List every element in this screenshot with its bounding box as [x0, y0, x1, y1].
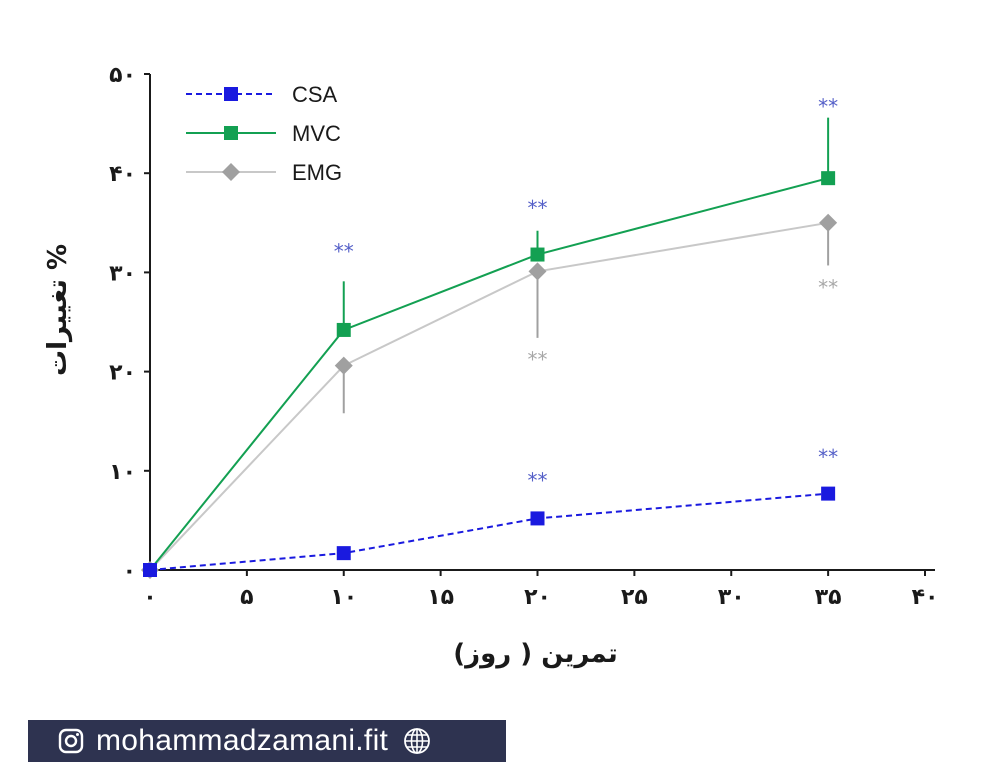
csa-significance-label: **: [528, 469, 548, 493]
mvc-point: [821, 171, 836, 186]
y-tick-label: ۴۰: [109, 162, 136, 187]
mvc-significance-label: **: [818, 95, 838, 119]
y-tick-label: ۲۰: [109, 361, 136, 386]
csa-line: [149, 492, 829, 571]
csa-point: [336, 546, 351, 561]
emg-point: [528, 262, 547, 281]
y-axis-title: % تغییرات: [43, 244, 73, 376]
y-tick-label: ۵۰: [109, 63, 136, 88]
x-tick-label: ۵: [240, 585, 253, 610]
line-chart: ۰ ۵ ۱۰ ۱۵ ۲۰ ۲۵ ۳۰ ۳۵ ۴۰ ۰ ۱۰ ۲۰ ۳۰ ۴۰ ۵۰ تمرین ( روز)%…: [43, 63, 938, 669]
chart-legend: CSA MVC EMG: [186, 82, 342, 185]
mvc-series: ** ** **: [143, 95, 838, 577]
globe-icon: [404, 728, 431, 754]
x-tick-label: ۱۰: [330, 585, 357, 610]
mvc-significance-label: **: [528, 196, 548, 220]
csa-series: ** **: [143, 445, 838, 577]
legend-marker-csa: [224, 87, 238, 101]
emg-series: ** **: [141, 213, 838, 579]
x-tick-label: ۴۰: [912, 585, 939, 610]
legend-label-emg: EMG: [292, 160, 342, 185]
emg-line: [149, 221, 829, 571]
mvc-line: [149, 177, 829, 571]
legend-label-mvc: MVC: [292, 121, 341, 146]
csa-point: [821, 486, 836, 501]
y-tick-label: ۱۰: [109, 460, 136, 485]
emg-significance-label: **: [528, 348, 548, 372]
emg-point: [819, 213, 838, 232]
emg-point: [334, 356, 353, 375]
footer-handle: mohammadzamani.fit: [96, 724, 389, 757]
footer-banner: mohammadzamani.fit: [28, 720, 506, 762]
x-tick-label: ۳۵: [815, 585, 842, 610]
emg-significance-label: **: [818, 275, 838, 299]
y-tick-label: ۳۰: [109, 261, 136, 286]
csa-significance-label: **: [818, 445, 838, 469]
instagram-icon: [58, 728, 84, 754]
legend-label-csa: CSA: [292, 82, 338, 107]
mvc-significance-label: **: [334, 240, 354, 264]
x-tick-label: ۱۵: [427, 585, 454, 610]
x-tick-label: ۳۰: [718, 585, 745, 610]
chart-series: ** ** ** ** ** ** **: [141, 95, 838, 579]
mvc-point: [336, 322, 351, 337]
csa-point: [530, 511, 545, 526]
chart-axes: ۰ ۵ ۱۰ ۱۵ ۲۰ ۲۵ ۳۰ ۳۵ ۴۰ ۰ ۱۰ ۲۰ ۳۰ ۴۰ ۵۰ تمرین ( روز)%…: [43, 63, 938, 669]
x-tick-label: ۰: [143, 585, 156, 610]
legend-marker-emg: [222, 163, 240, 181]
mvc-point: [530, 247, 545, 262]
x-tick-label: ۲۵: [621, 585, 648, 610]
x-axis-title: تمرین ( روز): [453, 639, 618, 669]
legend-marker-mvc: [224, 126, 238, 140]
y-tick-label: ۰: [123, 559, 136, 584]
csa-point: [143, 563, 157, 577]
x-tick-label: ۲۰: [524, 585, 551, 610]
